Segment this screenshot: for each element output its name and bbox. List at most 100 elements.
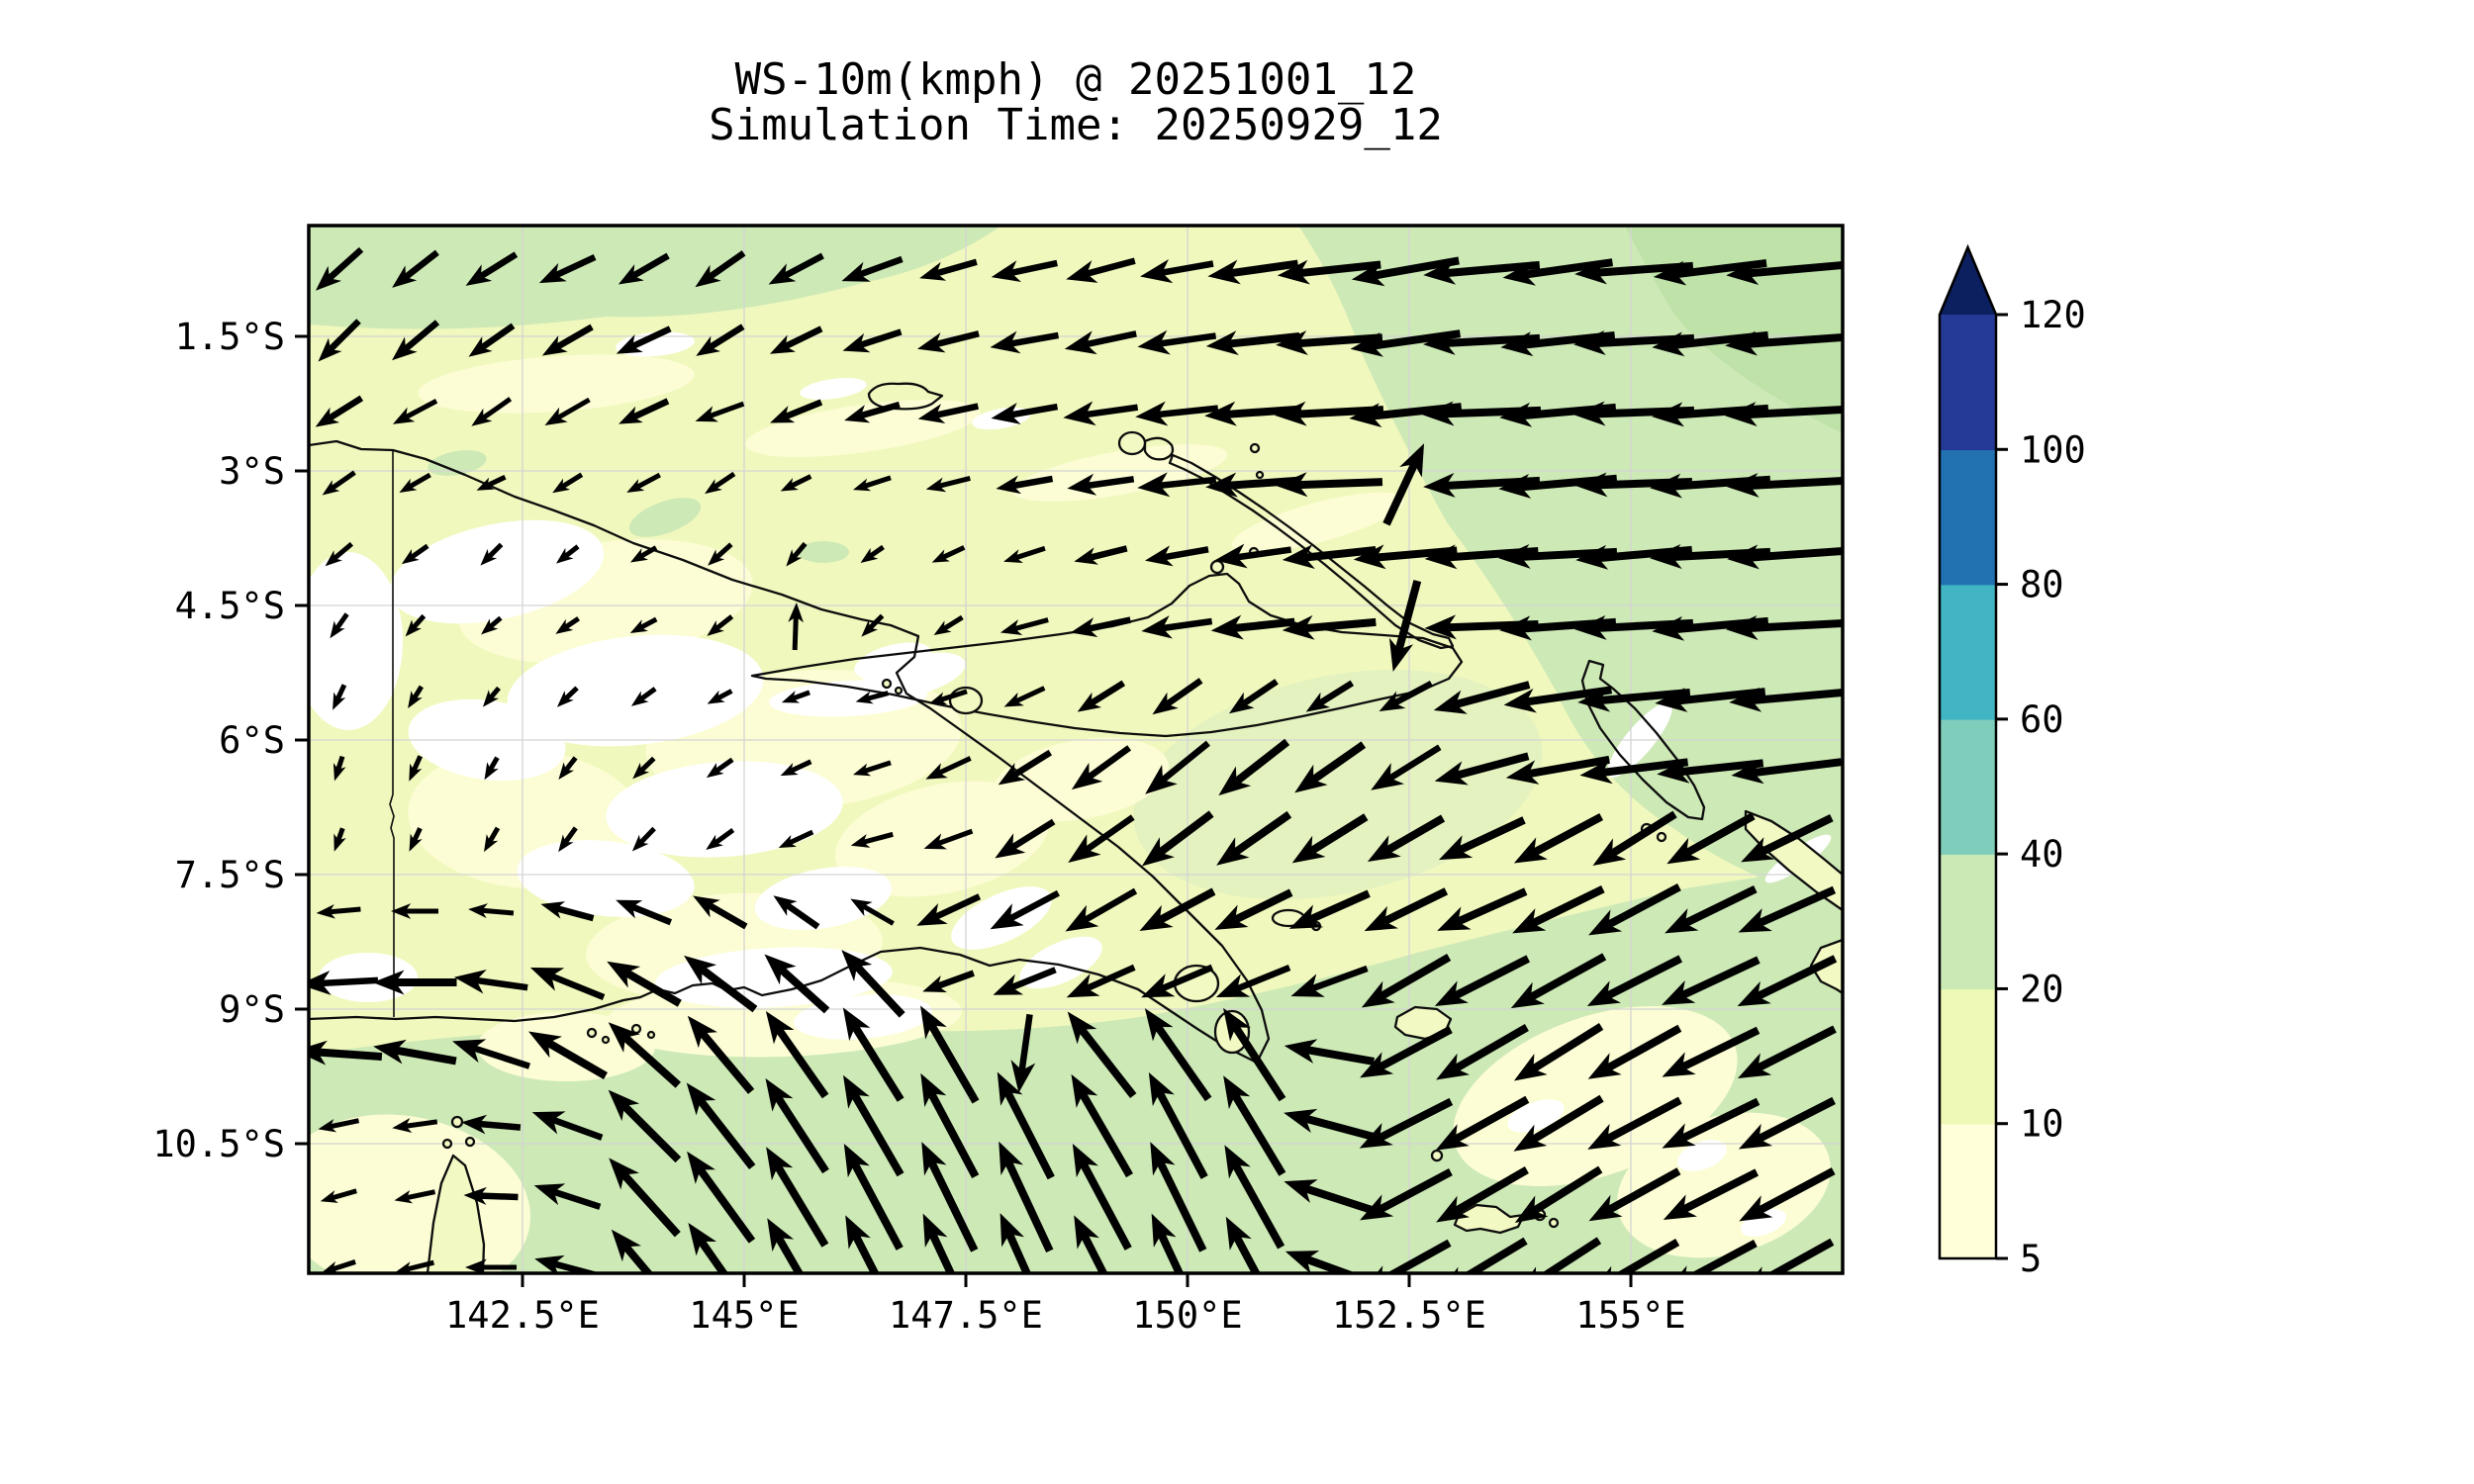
wind-arrow-head: [616, 899, 643, 919]
wind-arrow-shaft: [1671, 475, 1771, 491]
wind-arrow-shaft: [1453, 955, 1531, 1000]
colorbar-tick-label: 80: [2020, 564, 2064, 606]
wind-arrow-shaft: [788, 829, 814, 846]
wind-arrow-head: [1072, 1144, 1098, 1178]
wind-arrow-shaft: [1156, 1090, 1208, 1179]
wind-arrow-shaft: [1010, 967, 1057, 991]
wind-arrow-head: [841, 261, 871, 282]
wind-arrow-head: [1665, 908, 1699, 934]
wind-arrow-shaft: [1378, 1026, 1453, 1071]
wind-arrow-head: [1679, 1265, 1687, 1273]
wind-arrow-head: [555, 618, 574, 634]
islet: [601, 1035, 611, 1045]
wind-arrow-shaft: [1086, 964, 1136, 991]
wind-arrow-shaft: [1690, 1240, 1758, 1273]
wind-arrow-head: [391, 903, 412, 919]
wind-arrow-shaft: [333, 541, 354, 561]
wind-arrow-shaft: [934, 893, 982, 920]
wind-arrow-head: [1577, 687, 1611, 712]
wind-arrow-shaft: [638, 826, 656, 845]
wind-arrow-head: [484, 834, 499, 853]
green-blob-1: [628, 498, 702, 537]
white-se-1: [1677, 1140, 1727, 1171]
wind-arrow-head: [1003, 549, 1023, 563]
white-land-5: [517, 840, 695, 917]
wind-arrow-head: [999, 1141, 1024, 1175]
wind-arrow-head: [558, 834, 574, 853]
wind-arrow-shaft: [561, 472, 584, 489]
wind-arrow-shaft: [708, 250, 746, 280]
wind-arrow-head: [842, 332, 871, 353]
wind-arrow-head: [1214, 904, 1249, 930]
wind-arrow-shaft: [480, 1192, 519, 1201]
wind-arrow-head: [395, 1261, 413, 1273]
wind-arrow-shaft: [621, 1103, 682, 1163]
colorbar-tick-label: 60: [2020, 698, 2064, 741]
wind-arrow-head: [1349, 403, 1382, 428]
wind-arrow-head: [1070, 617, 1098, 637]
wind-arrow-shaft: [1532, 1165, 1603, 1215]
wind-arrow-head: [484, 762, 499, 781]
wind-arrow-head: [1282, 614, 1315, 640]
wind-arrow-head: [1137, 472, 1171, 498]
wind-arrow-shaft: [1231, 1092, 1286, 1176]
wind-arrow-head: [995, 833, 1026, 859]
wind-arrow-head: [707, 690, 725, 704]
wind-arrow-shaft: [631, 252, 670, 279]
wind-arrow-head: [1290, 974, 1325, 997]
wind-arrow-shaft: [412, 685, 425, 699]
wind-arrow-head: [1135, 401, 1169, 426]
wind-arrow-head: [372, 970, 405, 995]
wind-arrow-head: [923, 833, 948, 850]
wind-arrow-shaft: [854, 964, 905, 1018]
wind-arrow-shaft: [1083, 887, 1138, 923]
wind-quiver: [309, 246, 1843, 1273]
wind-arrow-shaft: [488, 686, 501, 699]
wind-arrow-head: [990, 330, 1021, 354]
wind-arrow-shaft: [1229, 259, 1299, 278]
wind-arrow-head: [843, 1144, 870, 1178]
wind-arrow-head: [534, 1254, 565, 1273]
wind-arrow-shaft: [1012, 475, 1054, 490]
wind-arrow-shaft: [563, 756, 578, 772]
wind-arrow-head: [630, 691, 649, 706]
wind-arrow-shaft: [1597, 545, 1693, 563]
wind-arrow-shaft: [1309, 813, 1369, 855]
wind-arrow-shaft: [775, 1236, 805, 1273]
wind-arrow-shaft: [1751, 688, 1843, 705]
wind-arrow-shaft: [928, 1023, 980, 1104]
wind-arrow-head: [706, 834, 723, 850]
wind-arrow-shaft: [785, 902, 820, 930]
wind-arrow-shaft: [774, 1163, 829, 1248]
wind-arrow-head: [1152, 692, 1179, 715]
wind-arrow-head: [1502, 260, 1536, 286]
wind-arrow-shaft: [1156, 1160, 1207, 1252]
wind-arrow-head: [920, 1005, 947, 1040]
wind-arrow-head: [533, 1183, 566, 1206]
wind-arrow-shaft: [405, 399, 438, 419]
wind-arrow-shaft: [714, 827, 735, 845]
colorbar: 5 10 20 40 60 80 100 120: [1938, 243, 2086, 1280]
wind-arrow-shaft: [1165, 678, 1203, 707]
wind-arrow-head: [1499, 402, 1533, 427]
y-tick-label: 9°S: [219, 988, 285, 1031]
wind-arrow-shaft: [697, 1166, 756, 1244]
wind-arrow-head: [925, 477, 947, 493]
wind-arrow-head: [315, 265, 342, 291]
wind-arrow-head: [611, 1229, 641, 1262]
wind-arrow-head: [1513, 1124, 1548, 1152]
wind-arrow-head: [630, 548, 649, 563]
wind-arrow-shaft: [698, 1239, 729, 1273]
wind-arrow-head: [1739, 1195, 1773, 1222]
wind-arrow-shaft: [335, 827, 345, 842]
wind-arrow-shaft: [1528, 953, 1607, 1001]
wind-arrow-shaft: [708, 324, 745, 350]
wind-arrow-head: [1575, 544, 1609, 570]
wind-arrow-head: [1731, 759, 1764, 785]
wind-arrow-head: [766, 1147, 794, 1181]
wind-arrow-head: [1433, 690, 1468, 714]
wind-arrow-shaft: [1297, 478, 1383, 490]
colorbar-segment: [1940, 988, 1996, 1125]
wind-arrow-head: [538, 262, 567, 284]
wind-arrow-shaft: [936, 970, 975, 989]
